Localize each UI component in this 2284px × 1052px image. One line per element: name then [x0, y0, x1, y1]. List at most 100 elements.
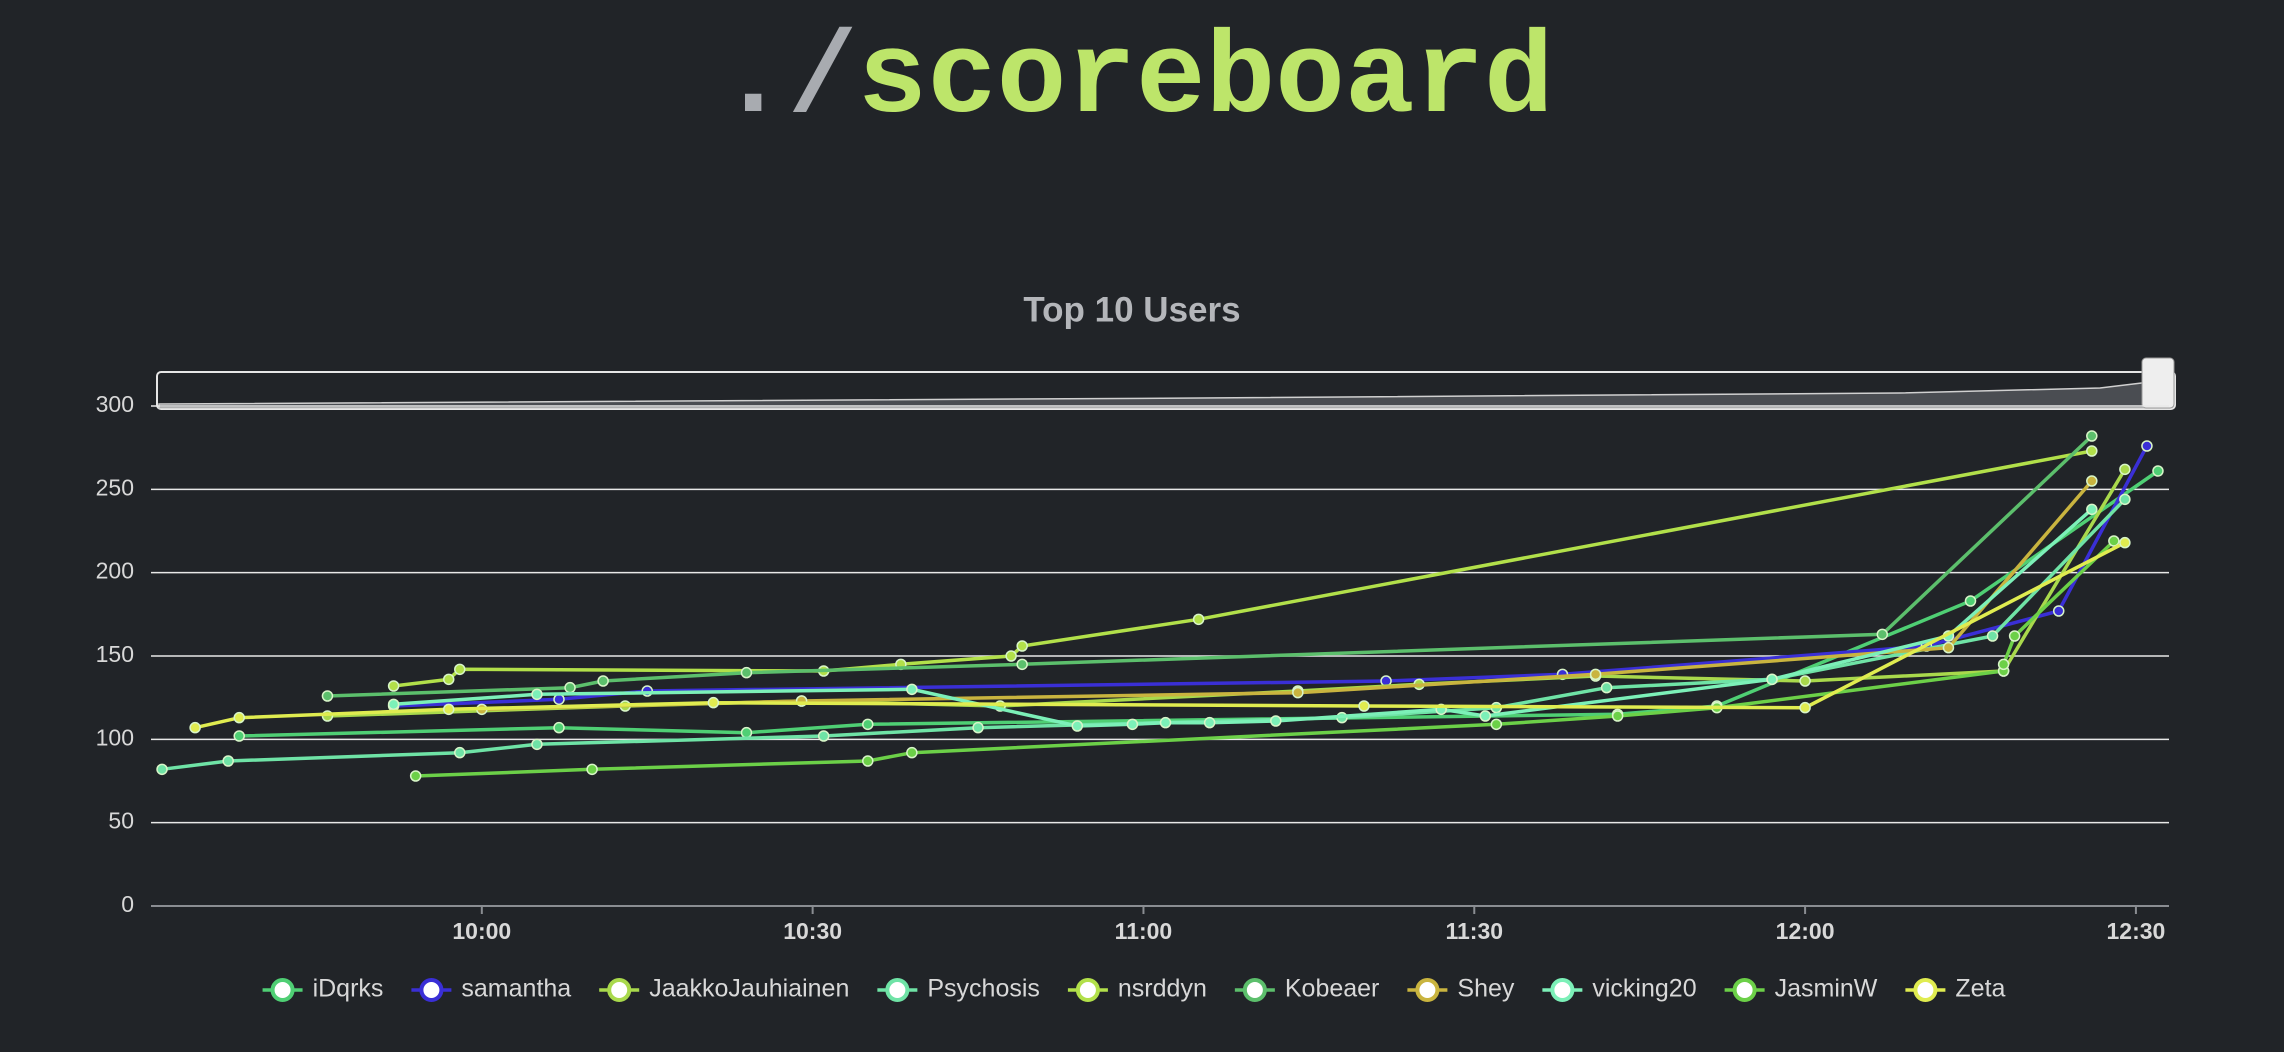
point [233, 711, 245, 724]
point [1016, 640, 1028, 652]
legend-label: Shey [1457, 975, 1514, 1003]
point [1192, 613, 1205, 626]
slider-preview [158, 377, 2171, 409]
point [1126, 718, 1139, 731]
legend-label: Kobeaer [1285, 975, 1380, 1003]
series [387, 445, 2098, 692]
point [2119, 493, 2131, 506]
legend-item[interactable]: samantha [411, 975, 571, 1003]
point [2052, 605, 2065, 617]
point [2008, 630, 2021, 642]
legend-item[interactable]: JasminW [1724, 975, 1878, 1003]
legend-item[interactable]: JaakkoJauhiainen [599, 975, 849, 1003]
legend-icon [1242, 978, 1267, 1002]
legend-icon [607, 978, 632, 1002]
x-tick-label: 12:00 [1776, 918, 1835, 944]
slider-handle[interactable] [2141, 357, 2175, 409]
legend-label: Zeta [1955, 975, 2005, 1003]
point [454, 663, 466, 676]
point [1490, 718, 1503, 731]
point [233, 730, 245, 742]
legend-label: vicking20 [1592, 975, 1696, 1003]
series [189, 536, 2131, 734]
y-tick-label: 150 [96, 641, 134, 667]
legend-icon [1415, 978, 1440, 1002]
legend-item[interactable]: Zeta [1905, 975, 2006, 1003]
point [597, 675, 609, 687]
point [1964, 595, 1977, 607]
legend-item[interactable]: nsrddyn [1067, 975, 1207, 1003]
x-tick-label: 10:00 [452, 918, 511, 944]
point [156, 763, 168, 776]
legend-item[interactable]: vicking20 [1542, 975, 1697, 1003]
legend-label: nsrddyn [1118, 975, 1207, 1003]
point [2086, 430, 2098, 442]
x-tick-label: 12:30 [2107, 918, 2166, 944]
point [1766, 673, 1778, 686]
point [387, 698, 400, 711]
series-line [393, 449, 2093, 688]
point [586, 763, 598, 776]
zoom-slider[interactable] [156, 357, 2176, 410]
point [2108, 535, 2120, 547]
point [1203, 716, 1216, 729]
legend-label: JaakkoJauhiainen [649, 975, 849, 1003]
point [1270, 715, 1282, 727]
series [321, 430, 2098, 702]
point [1358, 700, 1370, 712]
point [707, 696, 720, 709]
point [1799, 701, 1811, 714]
point [862, 718, 874, 731]
title-name: scoreboard [858, 14, 1554, 146]
slider-frame [156, 371, 2176, 410]
point [553, 693, 565, 706]
legend-icon [1913, 978, 1938, 1002]
series [387, 503, 2098, 732]
legend-label: JasminW [1775, 975, 1878, 1003]
legend-label: samantha [461, 975, 571, 1003]
point [1799, 675, 1811, 687]
legend-icon [270, 978, 295, 1002]
point [1600, 681, 1613, 694]
point [1159, 716, 1172, 729]
legend-icon [1732, 978, 1757, 1002]
legend-icon [885, 978, 910, 1002]
chart-title: Top 10 Users [1023, 290, 1240, 329]
point [2141, 440, 2153, 452]
point [906, 746, 918, 759]
point [1942, 641, 1955, 654]
point [1071, 720, 1084, 732]
point [189, 721, 201, 734]
y-tick-label: 0 [121, 891, 134, 917]
legend-label: iDqrks [313, 975, 384, 1003]
legend-item[interactable]: iDqrks [262, 975, 384, 1003]
point [553, 721, 565, 734]
legend-icon [1550, 978, 1575, 1002]
legend-item[interactable]: Psychosis [877, 975, 1040, 1003]
point [740, 726, 753, 739]
legend-item[interactable]: Shey [1407, 975, 1515, 1003]
point [321, 690, 334, 702]
x-tick-label: 11:30 [1445, 918, 1503, 944]
y-tick-label: 250 [96, 474, 134, 500]
y-tick-label: 50 [108, 808, 134, 834]
series-line [327, 468, 2127, 718]
point [1016, 658, 1028, 671]
point [906, 683, 918, 696]
page-title: ./scoreboard [718, 14, 1553, 146]
legend-icon [419, 978, 444, 1002]
y-tick-label: 100 [96, 724, 134, 750]
point [2152, 465, 2164, 477]
point [972, 721, 984, 734]
point [1876, 628, 1889, 641]
point [1589, 668, 1602, 681]
point [531, 688, 543, 701]
x-tick-label: 11:00 [1115, 918, 1173, 944]
legend-item[interactable]: Kobeaer [1234, 975, 1380, 1003]
legend-icon [1075, 978, 1100, 1002]
y-tick-label: 200 [96, 558, 134, 584]
point [862, 755, 874, 767]
point [2086, 475, 2098, 487]
point [1479, 710, 1492, 722]
point [740, 666, 753, 679]
